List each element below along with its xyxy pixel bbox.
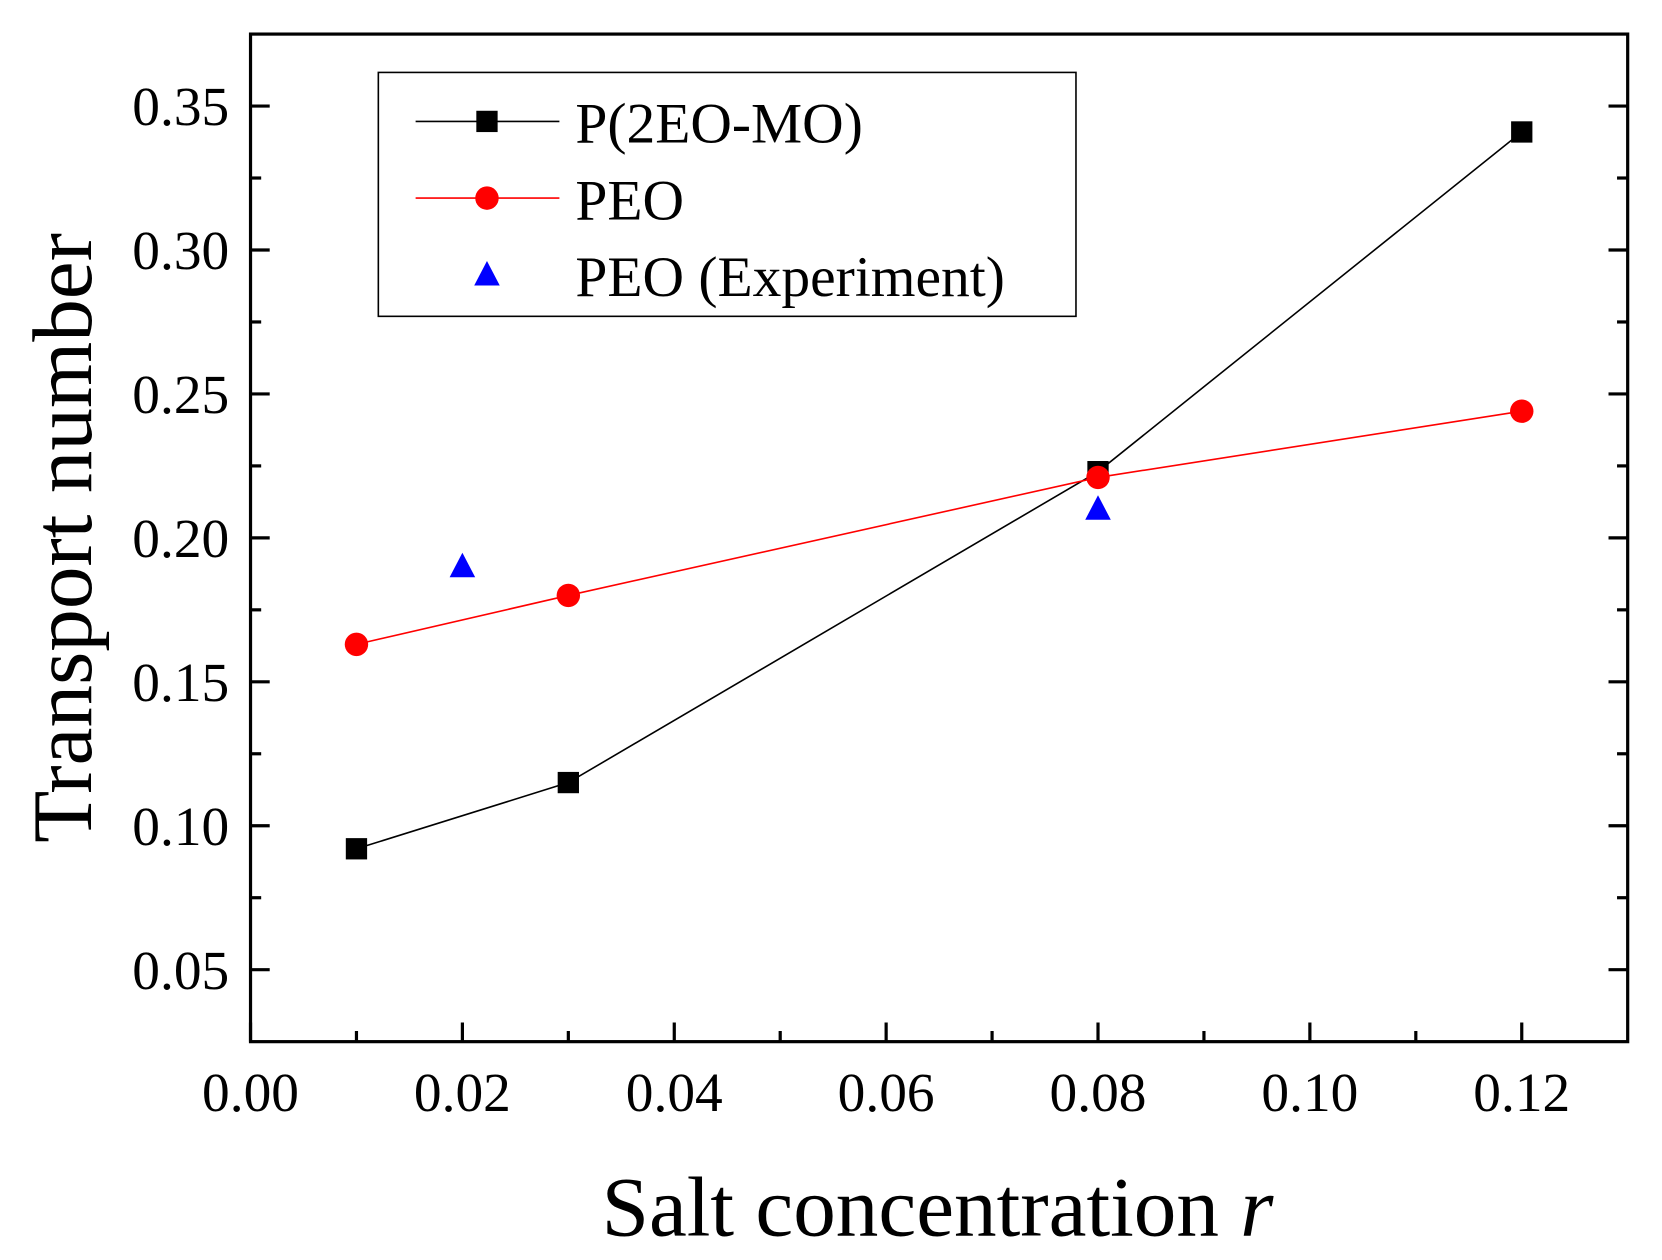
series-line-0 — [356, 131, 1523, 850]
x-tick-label: 0.00 — [202, 1062, 299, 1123]
y-tick-label: 0.10 — [132, 796, 229, 857]
data-point-1 — [1086, 465, 1110, 490]
legend-marker — [475, 186, 499, 210]
series-line-1 — [356, 410, 1522, 646]
legend-label: PEO (Experiment) — [575, 246, 1005, 309]
y-tick-label: 0.35 — [132, 76, 229, 137]
legend-label: P(2EO-MO) — [575, 93, 862, 156]
x-axis-label-var: r — [1240, 1161, 1274, 1255]
data-point-0 — [557, 771, 579, 794]
legend-marker — [474, 260, 500, 286]
y-tick-label: 0.30 — [132, 220, 229, 281]
y-tick-label: 0.05 — [132, 940, 229, 1001]
data-point-0 — [1511, 121, 1533, 143]
data-point-1 — [1510, 399, 1534, 423]
data-point-2 — [1085, 495, 1111, 520]
x-axis-label-text: Salt concentration — [602, 1161, 1219, 1255]
x-tick-label: 0.02 — [414, 1062, 511, 1123]
legend-label: PEO — [575, 169, 684, 232]
data-point-1 — [344, 632, 369, 657]
y-tick-label: 0.25 — [132, 364, 229, 425]
x-tick-label: 0.12 — [1473, 1062, 1570, 1123]
x-tick-label: 0.04 — [626, 1062, 723, 1123]
y-tick-label: 0.15 — [132, 652, 229, 713]
y-axis-label: Transport number — [16, 233, 110, 843]
legend-marker — [476, 110, 498, 133]
y-tick-label: 0.20 — [132, 508, 229, 569]
data-point-2 — [449, 552, 476, 578]
x-tick-label: 0.10 — [1261, 1062, 1358, 1123]
x-tick-label: 0.06 — [838, 1062, 935, 1123]
data-point-1 — [556, 583, 581, 608]
x-tick-label: 0.08 — [1050, 1062, 1147, 1123]
x-axis-label: Salt concentration r — [602, 1161, 1275, 1255]
data-point-0 — [345, 838, 368, 860]
